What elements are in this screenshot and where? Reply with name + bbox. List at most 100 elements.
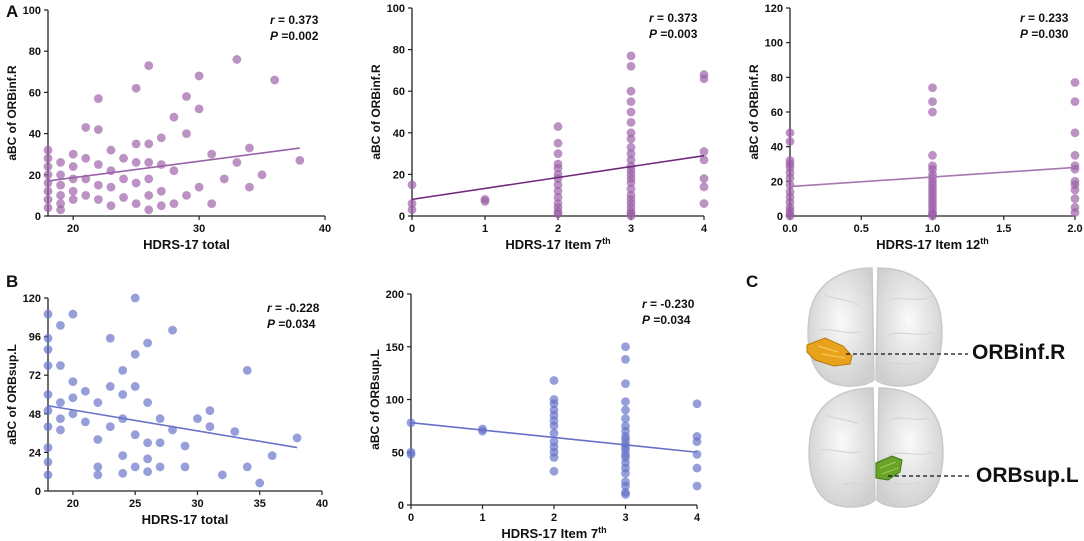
data-point — [43, 195, 53, 204]
data-point — [43, 406, 53, 415]
data-point — [182, 92, 191, 101]
chart-a3: 0.0 0.5 1.0 1.5 2.0 0 20 40 60 80 100 120 HDRS-17 It… — [747, 3, 1083, 252]
data-point — [43, 443, 53, 452]
data-point — [626, 149, 636, 159]
data-point — [43, 390, 53, 399]
data-point — [626, 209, 636, 219]
data-point — [194, 71, 204, 81]
y-tick-label: 0 — [777, 211, 783, 223]
data-point — [43, 309, 53, 319]
x-axis-label: HDRS-17 Item 12th — [876, 236, 989, 252]
data-point — [182, 191, 191, 200]
y-tick-label: 80 — [29, 46, 41, 58]
data-point — [626, 178, 636, 188]
r-statistic: r = 0.373 — [270, 13, 319, 27]
data-point — [699, 74, 709, 84]
data-point — [131, 178, 141, 188]
y-axis-label: aBC of ORBinf.R — [747, 64, 761, 160]
data-point — [692, 481, 702, 491]
data-point — [43, 203, 53, 213]
data-point — [1070, 78, 1080, 87]
data-point — [626, 155, 636, 165]
data-point — [1070, 128, 1080, 138]
data-point — [156, 201, 166, 211]
data-point — [56, 199, 65, 209]
data-point — [93, 435, 103, 444]
y-tick-label: 100 — [765, 38, 783, 50]
data-point — [130, 349, 140, 359]
data-point — [232, 55, 242, 64]
y-tick-label: 40 — [29, 129, 41, 141]
data-point — [130, 293, 140, 303]
y-tick-label: 60 — [771, 107, 783, 119]
y-tick-label: 0 — [35, 486, 41, 498]
y-tick-label: 80 — [771, 72, 783, 84]
data-point — [692, 399, 702, 409]
data-point — [553, 174, 563, 183]
data-point — [130, 462, 140, 472]
data-point — [928, 211, 937, 221]
data-point — [928, 97, 937, 106]
p-statistic: P =0.002 — [270, 29, 319, 43]
brain-bottom-image — [808, 387, 944, 508]
data-point — [169, 166, 179, 176]
y-tick-label: 48 — [29, 409, 41, 421]
data-point — [621, 342, 630, 352]
y-tick-label: 0 — [35, 211, 41, 223]
x-tick-label: 40 — [316, 498, 328, 510]
y-axis-label: aBC of ORBinf.R — [369, 64, 383, 160]
data-point — [626, 184, 636, 194]
data-point — [43, 457, 53, 467]
data-point — [626, 51, 636, 61]
brain-label-orbsup: ORBsup.L — [976, 464, 1079, 487]
data-point — [56, 425, 65, 435]
x-axis-label: HDRS-17 total — [142, 512, 229, 527]
y-tick-label: 96 — [29, 332, 41, 344]
data-point — [692, 437, 702, 447]
data-point — [131, 199, 141, 209]
data-point — [194, 104, 204, 114]
data-point — [169, 112, 179, 122]
data-point — [130, 382, 140, 391]
data-point — [81, 123, 91, 132]
y-tick-label: 200 — [386, 289, 404, 301]
x-tick-label: 3 — [628, 223, 634, 235]
data-point — [143, 338, 153, 348]
data-point — [292, 433, 302, 443]
x-tick-label: 20 — [67, 223, 79, 235]
data-point — [217, 470, 227, 480]
data-point — [119, 153, 128, 163]
data-point — [143, 454, 153, 464]
data-point — [43, 345, 53, 354]
data-point — [1070, 150, 1080, 160]
data-point — [119, 174, 128, 184]
data-point — [257, 170, 267, 180]
data-point — [118, 451, 128, 461]
data-point — [81, 191, 91, 200]
p-statistic: P =0.034 — [642, 313, 691, 327]
data-point — [155, 438, 165, 448]
regression-line — [410, 421, 698, 454]
y-tick-label: 150 — [386, 342, 404, 354]
data-point — [699, 147, 709, 156]
data-point — [43, 170, 53, 180]
data-point — [93, 470, 103, 480]
data-point — [621, 468, 630, 478]
data-point — [180, 441, 190, 451]
data-point — [93, 398, 103, 407]
x-tick-label: 3 — [622, 512, 628, 524]
data-point — [626, 134, 636, 144]
data-point — [131, 158, 141, 167]
data-point — [168, 325, 177, 335]
x-tick-label: 4 — [701, 223, 708, 235]
data-point — [699, 182, 709, 192]
data-point — [699, 174, 709, 183]
r-statistic: r = 0.373 — [649, 11, 698, 25]
p-statistic: P =0.034 — [267, 317, 316, 331]
data-point — [207, 199, 217, 209]
data-point — [245, 182, 254, 192]
data-point — [43, 333, 53, 343]
x-tick-label: 30 — [191, 498, 203, 510]
y-axis-label: aBC of ORBsup.L — [368, 349, 382, 450]
x-tick-label: 20 — [67, 498, 79, 510]
